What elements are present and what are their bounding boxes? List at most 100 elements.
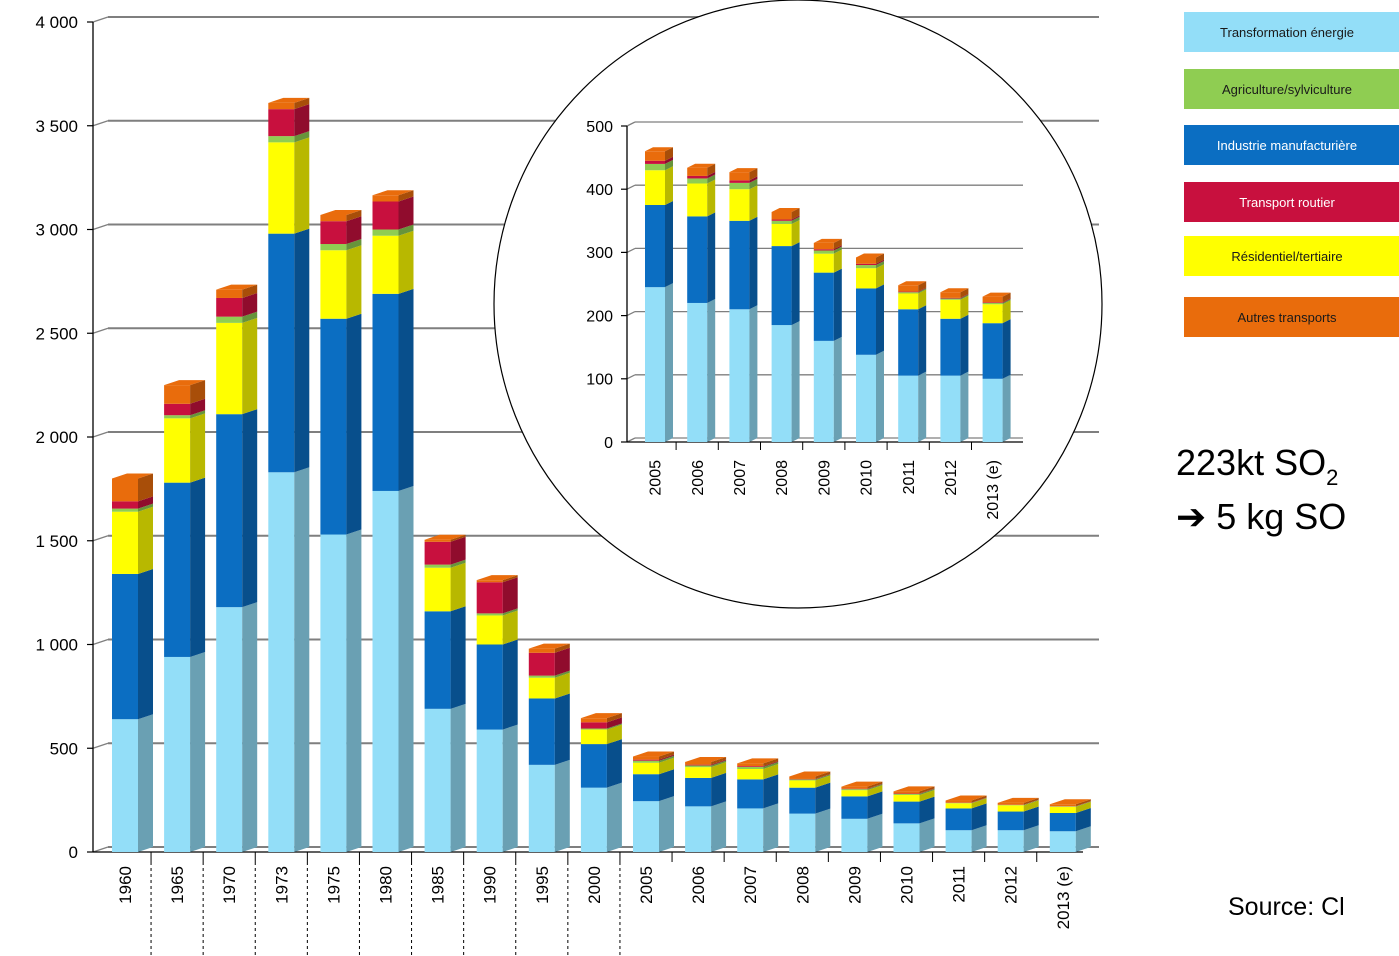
bar-segment — [216, 316, 243, 323]
bar-segment — [580, 722, 607, 729]
bar-segment-side — [918, 371, 927, 442]
bar-segment-side — [971, 825, 987, 852]
bar-segment — [424, 564, 451, 568]
gridline-diagonal — [92, 16, 109, 23]
bar-segment — [1049, 812, 1076, 832]
bar-segment-side — [554, 759, 570, 852]
bar-segment — [997, 811, 1024, 831]
bar-segment — [893, 801, 920, 824]
bar-segment — [771, 325, 792, 442]
bar-segment-side — [867, 781, 883, 789]
bar-segment-side — [450, 536, 466, 565]
bar-segment — [476, 729, 503, 852]
bar-segment-side — [1023, 797, 1039, 805]
y-tick-label: 500 — [586, 119, 613, 136]
bar-segment-side — [242, 292, 258, 317]
bar-segment-side — [833, 268, 842, 341]
bar-segment — [789, 780, 816, 788]
bar-segment-side — [707, 212, 716, 303]
bar-segment — [893, 823, 920, 852]
bar-segment — [580, 744, 607, 788]
bar-segment — [813, 250, 834, 254]
bar-segment — [424, 611, 451, 709]
bar-segment-side — [749, 178, 758, 190]
bar-segment-side — [138, 473, 153, 502]
bar-segment-side — [919, 818, 935, 852]
x-tick-label: 2006 — [689, 866, 708, 904]
x-tick-label: 2005 — [648, 460, 665, 496]
bar-segment — [940, 298, 961, 300]
bar-segment-side — [833, 238, 842, 250]
bar-segment-side — [659, 751, 674, 760]
bar-segment-side — [815, 782, 831, 814]
gridline-diagonal — [626, 374, 636, 380]
bar-segment-side — [242, 311, 258, 323]
bar-segment-side — [398, 288, 414, 491]
gridline-diagonal — [626, 311, 636, 317]
bar-segment — [685, 777, 712, 807]
bar-segment-side — [346, 216, 362, 245]
bar-segment — [372, 229, 399, 236]
bar-segment — [633, 762, 659, 775]
bar-segment — [771, 246, 792, 326]
y-tick-label: 400 — [586, 182, 613, 199]
bar-segment-side — [918, 288, 927, 294]
bar-segment-side — [711, 756, 727, 765]
gridline-diagonal — [626, 121, 636, 127]
gridline-diagonal — [626, 184, 636, 190]
bar-segment — [945, 800, 972, 803]
x-tick-label: 1970 — [220, 866, 239, 904]
bar-top — [580, 713, 622, 719]
x-tick-label: 1965 — [168, 866, 187, 904]
bar-segment — [633, 759, 659, 761]
x-tick-label: 1975 — [324, 866, 343, 904]
bar-segment — [813, 253, 834, 273]
bar-segment-side — [294, 97, 310, 110]
bar-segment-side — [918, 281, 927, 292]
x-tick-label: 1990 — [481, 866, 500, 904]
bar-top — [771, 207, 800, 212]
bar-segment-side — [346, 529, 362, 852]
bar-segment — [268, 142, 295, 234]
bar-segment-side — [833, 336, 842, 442]
note-text: 223kt SO — [1176, 442, 1327, 483]
bar-segment — [940, 292, 961, 298]
bar-segment-side — [138, 506, 153, 574]
bar-segment-side — [502, 577, 518, 614]
bar-segment-side — [450, 606, 466, 709]
bar-segment — [685, 767, 712, 778]
bar-segment — [771, 223, 792, 247]
bar-segment — [685, 761, 712, 765]
bar-segment — [268, 233, 295, 473]
bar-segment-side — [294, 137, 310, 234]
y-tick-label: 500 — [50, 739, 78, 758]
bar-segment — [372, 235, 399, 294]
bar-segment-side — [919, 788, 935, 795]
bar-segment — [216, 322, 243, 415]
bar-segment — [164, 418, 191, 483]
bar-segment-side — [918, 289, 927, 310]
bar-top — [645, 147, 673, 152]
y-tick-label: 0 — [69, 843, 78, 862]
bar-segment-side — [876, 284, 884, 355]
x-tick-label: 2011 — [950, 866, 969, 903]
y-tick-label: 200 — [586, 308, 613, 325]
bar-segment — [687, 167, 708, 176]
bar-segment — [687, 216, 708, 303]
bar-segment — [898, 292, 919, 294]
bar-segment-side — [960, 293, 969, 299]
legend-item-autres-transports: Autres transports — [1184, 297, 1399, 337]
bar-segment-side — [763, 764, 779, 780]
bar-segment — [813, 242, 834, 250]
y-tick-label: 3 500 — [35, 117, 78, 136]
legend-item-transport-routier: Transport routier — [1184, 182, 1399, 222]
bar-segment-side — [707, 171, 716, 179]
bar-segment — [982, 302, 1003, 303]
bar-segment-side — [1002, 298, 1011, 303]
bar-segment — [372, 293, 399, 491]
bar-segment-side — [190, 410, 206, 419]
bar-top — [1049, 799, 1091, 805]
bar-segment-side — [867, 785, 883, 797]
bar-top — [320, 209, 362, 215]
bar-segment — [1049, 804, 1076, 807]
